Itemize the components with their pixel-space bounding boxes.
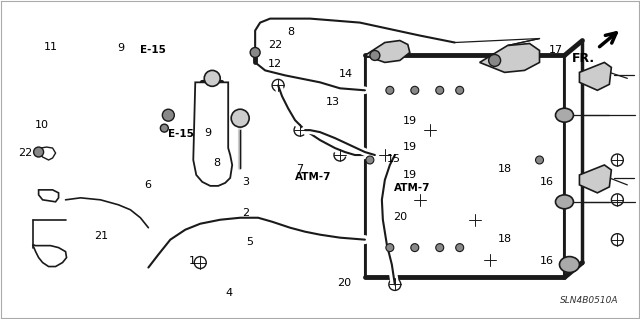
Circle shape <box>163 109 174 121</box>
Text: 8: 8 <box>288 27 295 37</box>
Text: 16: 16 <box>540 256 554 266</box>
Circle shape <box>386 86 394 94</box>
Text: 11: 11 <box>44 42 58 52</box>
Bar <box>365 56 564 278</box>
Circle shape <box>366 156 374 164</box>
Text: 10: 10 <box>35 120 49 130</box>
Polygon shape <box>479 43 540 72</box>
Text: 18: 18 <box>498 164 512 174</box>
Circle shape <box>250 48 260 57</box>
Text: 9: 9 <box>205 128 212 137</box>
Text: 16: 16 <box>540 177 554 187</box>
Text: 9: 9 <box>117 43 124 53</box>
Polygon shape <box>579 165 611 193</box>
Ellipse shape <box>556 108 573 122</box>
Circle shape <box>456 244 464 252</box>
Polygon shape <box>579 63 611 90</box>
Text: E-15: E-15 <box>168 129 194 139</box>
Text: 5: 5 <box>246 237 253 247</box>
Text: 12: 12 <box>268 59 282 69</box>
Circle shape <box>436 86 444 94</box>
Text: 19: 19 <box>403 142 417 152</box>
Text: FR.: FR. <box>572 52 595 65</box>
Text: 4: 4 <box>226 288 233 298</box>
Circle shape <box>161 124 168 132</box>
Text: ATM-7: ATM-7 <box>394 183 431 193</box>
Polygon shape <box>38 147 56 160</box>
Polygon shape <box>193 82 232 186</box>
Text: 18: 18 <box>498 234 512 244</box>
Polygon shape <box>38 190 59 202</box>
Text: 19: 19 <box>403 170 417 180</box>
Circle shape <box>386 244 394 252</box>
Circle shape <box>456 86 464 94</box>
Text: 7: 7 <box>296 164 303 174</box>
Ellipse shape <box>559 256 579 272</box>
Circle shape <box>411 86 419 94</box>
Text: E-15: E-15 <box>140 45 166 55</box>
Text: ATM-7: ATM-7 <box>296 172 332 182</box>
Text: 2: 2 <box>242 209 249 219</box>
Text: SLN4B0510A: SLN4B0510A <box>559 296 618 305</box>
Text: 8: 8 <box>213 158 220 168</box>
Text: 22: 22 <box>18 148 32 158</box>
Text: 14: 14 <box>339 69 353 79</box>
Text: 13: 13 <box>326 97 340 107</box>
Text: 3: 3 <box>242 177 249 187</box>
Circle shape <box>204 70 220 86</box>
Text: 17: 17 <box>549 45 563 55</box>
Text: 1: 1 <box>189 256 196 266</box>
Circle shape <box>370 50 380 60</box>
Text: 15: 15 <box>387 154 401 165</box>
Circle shape <box>488 55 500 66</box>
Polygon shape <box>33 245 67 267</box>
Circle shape <box>436 244 444 252</box>
Polygon shape <box>365 41 410 63</box>
Circle shape <box>231 109 249 127</box>
Text: 21: 21 <box>95 231 109 241</box>
Text: 22: 22 <box>268 40 282 50</box>
Text: 6: 6 <box>144 180 151 190</box>
Circle shape <box>411 244 419 252</box>
Circle shape <box>536 156 543 164</box>
Text: 19: 19 <box>403 116 417 126</box>
Text: 20: 20 <box>393 212 407 222</box>
Text: 20: 20 <box>337 278 351 288</box>
Circle shape <box>34 147 44 157</box>
Ellipse shape <box>556 195 573 209</box>
